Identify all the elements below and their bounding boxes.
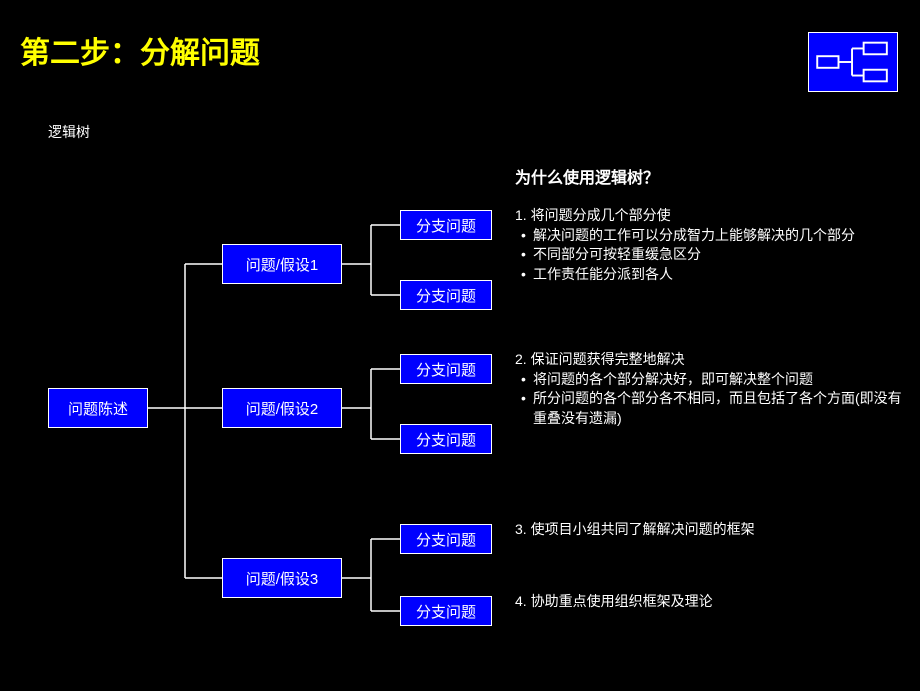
node-hypothesis-2: 问题/假设2 (222, 388, 342, 428)
node-branch-1b: 分支问题 (400, 280, 492, 310)
tree-connectors (0, 0, 920, 691)
node-branch-3a: 分支问题 (400, 524, 492, 554)
section-2-title: 2. 保证问题获得完整地解决 (515, 350, 905, 370)
slide-title: 第二步：分解问题 (20, 28, 260, 72)
section-1-bullet-3: 工作责任能分派到各人 (515, 265, 905, 285)
section-3: 3. 使项目小组共同了解解决问题的框架 (515, 520, 905, 540)
tree-icon (808, 32, 898, 92)
section-2: 2. 保证问题获得完整地解决 将问题的各个部分解决好，即可解决整个问题 所分问题… (515, 350, 905, 428)
section-2-bullet-2: 所分问题的各个部分各不相同，而且包括了各个方面(即没有重叠没有遗漏) (515, 389, 905, 428)
section-1: 1. 将问题分成几个部分使 解决问题的工作可以分成智力上能够解决的几个部分 不同… (515, 206, 905, 284)
section-1-bullet-2: 不同部分可按轻重缓急区分 (515, 245, 905, 265)
section-3-title: 3. 使项目小组共同了解解决问题的框架 (515, 520, 905, 540)
section-2-bullet-1: 将问题的各个部分解决好，即可解决整个问题 (515, 370, 905, 390)
section-4-title: 4. 协助重点使用组织框架及理论 (515, 592, 905, 612)
section-1-bullet-1: 解决问题的工作可以分成智力上能够解决的几个部分 (515, 226, 905, 246)
node-hypothesis-3: 问题/假设3 (222, 558, 342, 598)
section-1-title: 1. 将问题分成几个部分使 (515, 206, 905, 226)
node-branch-3b: 分支问题 (400, 596, 492, 626)
node-branch-2a: 分支问题 (400, 354, 492, 384)
node-branch-2b: 分支问题 (400, 424, 492, 454)
right-heading: 为什么使用逻辑树？ (515, 164, 659, 188)
slide: 第二步：分解问题 逻辑树 (0, 0, 920, 691)
node-hypothesis-1: 问题/假设1 (222, 244, 342, 284)
subtitle: 逻辑树 (48, 122, 90, 142)
node-root: 问题陈述 (48, 388, 148, 428)
node-branch-1a: 分支问题 (400, 210, 492, 240)
section-4: 4. 协助重点使用组织框架及理论 (515, 592, 905, 612)
